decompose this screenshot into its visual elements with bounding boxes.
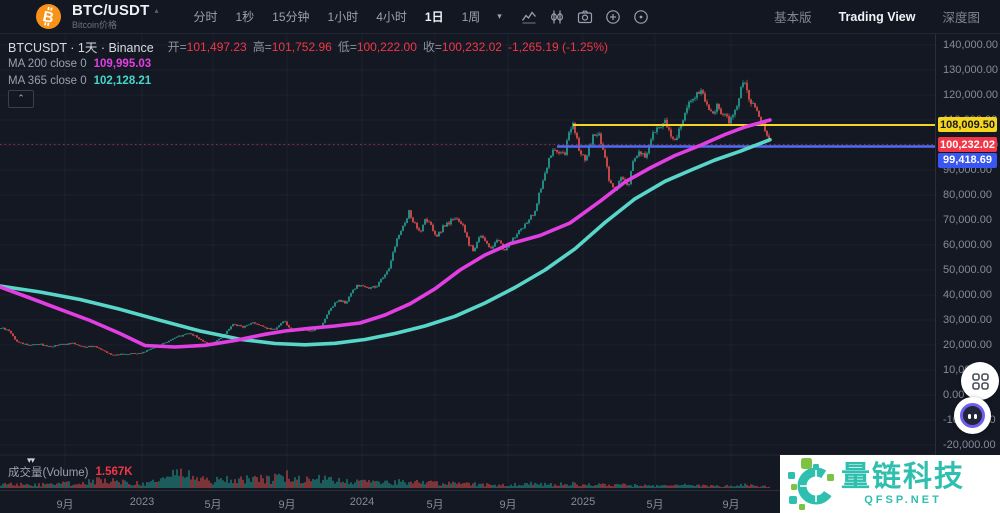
ma200-label: MA 200 close 0 (8, 57, 87, 70)
camera-icon[interactable] (572, 4, 598, 30)
x-axis-tick: 2023 (129, 496, 155, 508)
timeframe-1秒[interactable]: 1秒 (226, 0, 263, 33)
grid-icon (971, 372, 989, 390)
volume-collapse-icon[interactable]: ▾▾ (27, 455, 35, 465)
toolbar-icons (516, 4, 654, 30)
timeframe-1周[interactable]: 1周 (453, 0, 490, 33)
watermark-name: 量链科技 (841, 460, 966, 493)
legend-symbol[interactable]: BTCUSDT · 1天 · Binance (8, 41, 154, 55)
ohlc-key: 收= (422, 39, 442, 54)
apps-grid-button[interactable] (961, 362, 999, 400)
y-axis-tick: 20,000.00 (943, 339, 992, 351)
x-axis-tick: 2024 (349, 496, 375, 508)
ma365-row[interactable]: MA 365 close 0 102,128.21 (8, 72, 608, 89)
ohlc-key: 高= (252, 39, 272, 54)
x-axis-tick: 9月 (56, 499, 74, 511)
x-axis-tick: 9月 (499, 499, 517, 511)
ohlc-value: 100,232.02 (441, 39, 502, 54)
timeframe-4小时[interactable]: 4小时 (367, 0, 416, 33)
topbar: B BTC/USDT ▴ Bitcoin价格 分时 1秒 15分钟 1小时 4小时 1日 1… (0, 0, 1000, 34)
volume-value: 1.567K (95, 466, 133, 478)
level-lines (0, 124, 935, 148)
y-axis-tick: -20,000.00 (943, 439, 996, 451)
timeframe-1小时[interactable]: 1小时 (319, 0, 368, 33)
pane-maximize-button[interactable]: ⌃ (8, 90, 34, 108)
resistance-price-chip: 108,009.50 (938, 117, 997, 132)
symbol-name[interactable]: BTC/USDT (72, 2, 150, 19)
grid-lines (0, 33, 935, 490)
y-axis-tick: 60,000.00 (943, 239, 992, 251)
view-mode-tabs: 基本版 Trading View 深度图 (774, 7, 1000, 26)
indicators-icon[interactable] (544, 4, 570, 30)
ohlc-key: 低= (337, 39, 357, 54)
robot-icon (960, 403, 985, 428)
x-axis-tick: 9月 (278, 499, 296, 511)
y-axis-tick: 140,000.00 (943, 39, 999, 51)
symbol-subtitle: Bitcoin价格 (72, 20, 118, 30)
view-tab-基本版[interactable]: 基本版 (774, 7, 812, 26)
support-price-chip: 99,418.69 (938, 152, 997, 168)
x-axis-tick: 2025 (570, 496, 596, 508)
dot-circle-icon[interactable] (628, 4, 654, 30)
ma200-row[interactable]: MA 200 close 0 109,995.03 (8, 55, 608, 72)
change-value: -1,265.19 (-1.25%) (507, 39, 609, 54)
ma200-line (0, 118, 772, 349)
timeframe-1日[interactable]: 1日 (416, 0, 453, 33)
ma365-label: MA 365 close 0 (8, 74, 87, 87)
bitcoin-logo-icon: B (36, 4, 61, 29)
line-chart-icon[interactable] (516, 4, 542, 30)
symbol-caret-icon: ▴ (154, 5, 159, 15)
chart-legend: BTCUSDT · 1天 · Binance 开=101,497.23 高=101… (8, 38, 608, 89)
y-axis-tick: 40,000.00 (943, 289, 992, 301)
watermark-text: 量链科技 QFSP.NET (841, 460, 966, 506)
x-axis-tick: 9月 (722, 499, 740, 511)
x-axis-tick: 5月 (426, 499, 444, 511)
ohlc-values: 开=101,497.23 高=101,752.96 低=100,222.00 收=10… (162, 38, 502, 56)
watermark-logo-icon (788, 458, 835, 510)
x-axis-tick: 5月 (646, 499, 664, 511)
y-axis-tick: 80,000.00 (943, 189, 992, 201)
svg-text:B: B (41, 8, 55, 27)
time-axis[interactable]: 9月 2023 5月 9月 2024 5月 9月 2025 5月 9月 (0, 490, 1000, 513)
symbol-block[interactable]: BTC/USDT ▴ Bitcoin价格 (72, 3, 158, 30)
y-axis-tick: 30,000.00 (943, 314, 992, 326)
y-axis-tick: 50,000.00 (943, 264, 992, 276)
ma365-line (0, 137, 772, 347)
ohlc-row: BTCUSDT · 1天 · Binance 开=101,497.23 高=101… (8, 38, 609, 56)
timeframe-dropdown-caret-icon[interactable]: ▾ (497, 11, 502, 21)
price-chart[interactable] (0, 33, 935, 490)
price-axis[interactable]: 108,009.50 100,232.02 99,418.69 140,000.… (935, 33, 1000, 513)
ohlc-value: 101,497.23 (186, 39, 247, 54)
volume-bars (0, 468, 770, 488)
view-tab-深度图[interactable]: 深度图 (942, 7, 980, 26)
view-tab-trading-view[interactable]: Trading View (838, 9, 916, 24)
ohlc-key: 开= (167, 39, 187, 54)
watermark-site: QFSP.NET (864, 493, 942, 506)
last-price-chip: 100,232.02 (938, 137, 997, 152)
x-axis-tick: 5月 (204, 499, 222, 511)
timeframe-15分钟[interactable]: 15分钟 (263, 0, 318, 33)
watermark: 量链科技 QFSP.NET (780, 455, 1000, 513)
ohlc-value: 100,222.00 (356, 39, 417, 54)
chat-assistant-button[interactable] (954, 397, 991, 434)
volume-legend[interactable]: 成交量(Volume) 1.567K (8, 464, 133, 480)
plus-circle-icon[interactable] (600, 4, 626, 30)
y-axis-tick: 0.00 (943, 389, 965, 401)
ma200-value: 109,995.03 (93, 57, 152, 70)
y-axis-tick: 130,000.00 (943, 64, 999, 76)
volume-label: 成交量(Volume) (8, 467, 89, 479)
y-axis-tick: 70,000.00 (943, 214, 992, 226)
ma365-value: 102,128.21 (93, 74, 152, 87)
y-axis-tick: 120,000.00 (943, 89, 999, 101)
timeframe-分时[interactable]: 分时 (184, 0, 226, 33)
ohlc-value: 101,752.96 (271, 39, 332, 54)
timeframe-group: 分时 1秒 15分钟 1小时 4小时 1日 1周 (184, 0, 489, 33)
